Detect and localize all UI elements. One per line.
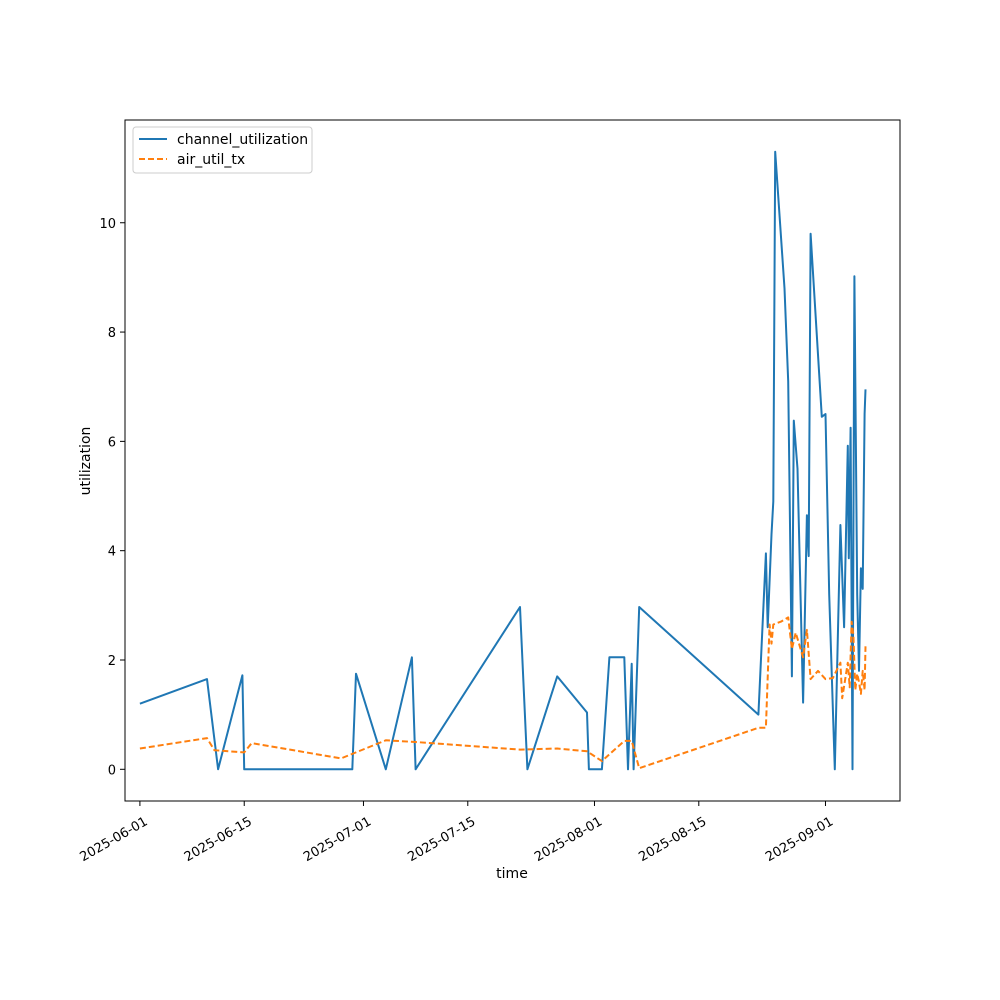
series-line-channel-utilization — [139, 150, 867, 771]
y-axis-label: utilization — [78, 427, 94, 496]
legend-label-air-util-tx: air_util_tx — [177, 152, 245, 168]
legend-label-channel-utilization: channel_utilization — [177, 132, 308, 148]
plot-area-frame — [124, 119, 901, 802]
y-tick-label: 6 — [108, 435, 116, 450]
legend: channel_utilization air_util_tx — [132, 126, 313, 174]
y-tick-label: 0 — [108, 763, 116, 778]
legend-box — [132, 126, 313, 174]
y-tick-label: 10 — [99, 217, 116, 232]
y-tick-label: 8 — [108, 326, 116, 341]
y-tick-label: 4 — [108, 545, 116, 560]
y-axis: 0 2 4 6 8 10 — [99, 217, 125, 778]
series-line-air-util-tx — [139, 616, 867, 770]
x-axis-label: time — [496, 866, 528, 882]
series-layer — [139, 150, 867, 771]
y-tick-label: 2 — [108, 654, 116, 669]
